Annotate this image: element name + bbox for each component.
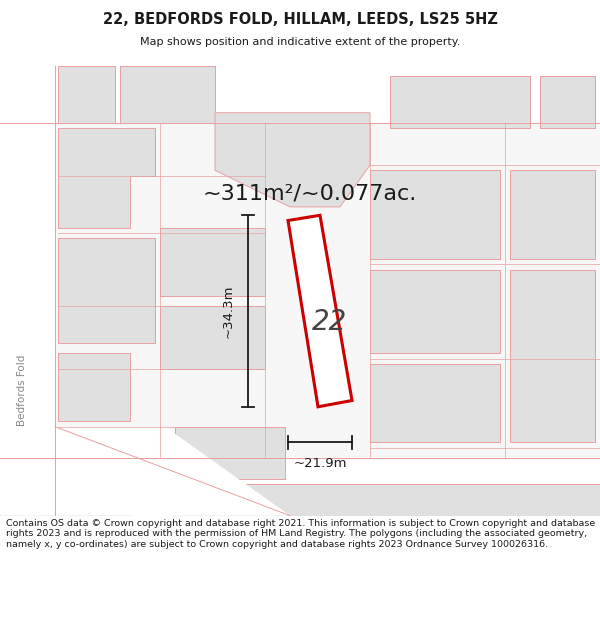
Polygon shape — [58, 442, 130, 516]
Text: Map shows position and indicative extent of the property.: Map shows position and indicative extent… — [140, 38, 460, 48]
Polygon shape — [120, 66, 215, 123]
Text: 22: 22 — [313, 308, 347, 336]
Text: ~21.9m: ~21.9m — [293, 457, 347, 470]
Polygon shape — [370, 364, 500, 442]
Polygon shape — [288, 215, 352, 407]
Polygon shape — [58, 66, 115, 123]
Polygon shape — [0, 427, 290, 516]
Polygon shape — [58, 128, 155, 228]
Text: 22, BEDFORDS FOLD, HILLAM, LEEDS, LS25 5HZ: 22, BEDFORDS FOLD, HILLAM, LEEDS, LS25 5… — [103, 12, 497, 27]
Text: Bedfords Fold: Bedfords Fold — [17, 354, 27, 426]
Polygon shape — [160, 228, 265, 296]
Polygon shape — [0, 66, 55, 516]
Polygon shape — [160, 306, 265, 369]
Polygon shape — [55, 66, 600, 86]
Text: ~311m²/~0.077ac.: ~311m²/~0.077ac. — [203, 183, 417, 203]
Polygon shape — [55, 458, 600, 516]
Polygon shape — [0, 66, 600, 516]
Polygon shape — [58, 238, 155, 343]
Polygon shape — [55, 66, 600, 123]
Polygon shape — [390, 76, 530, 128]
Polygon shape — [370, 270, 500, 353]
Polygon shape — [175, 484, 600, 516]
Polygon shape — [58, 353, 130, 421]
Text: Contains OS data © Crown copyright and database right 2021. This information is : Contains OS data © Crown copyright and d… — [6, 519, 595, 549]
Polygon shape — [510, 270, 595, 442]
Polygon shape — [0, 66, 55, 516]
Polygon shape — [0, 442, 52, 516]
Polygon shape — [510, 170, 595, 259]
Polygon shape — [370, 170, 500, 259]
Polygon shape — [540, 76, 595, 128]
Polygon shape — [175, 427, 285, 479]
Text: ~34.3m: ~34.3m — [221, 284, 235, 338]
Polygon shape — [215, 112, 370, 207]
